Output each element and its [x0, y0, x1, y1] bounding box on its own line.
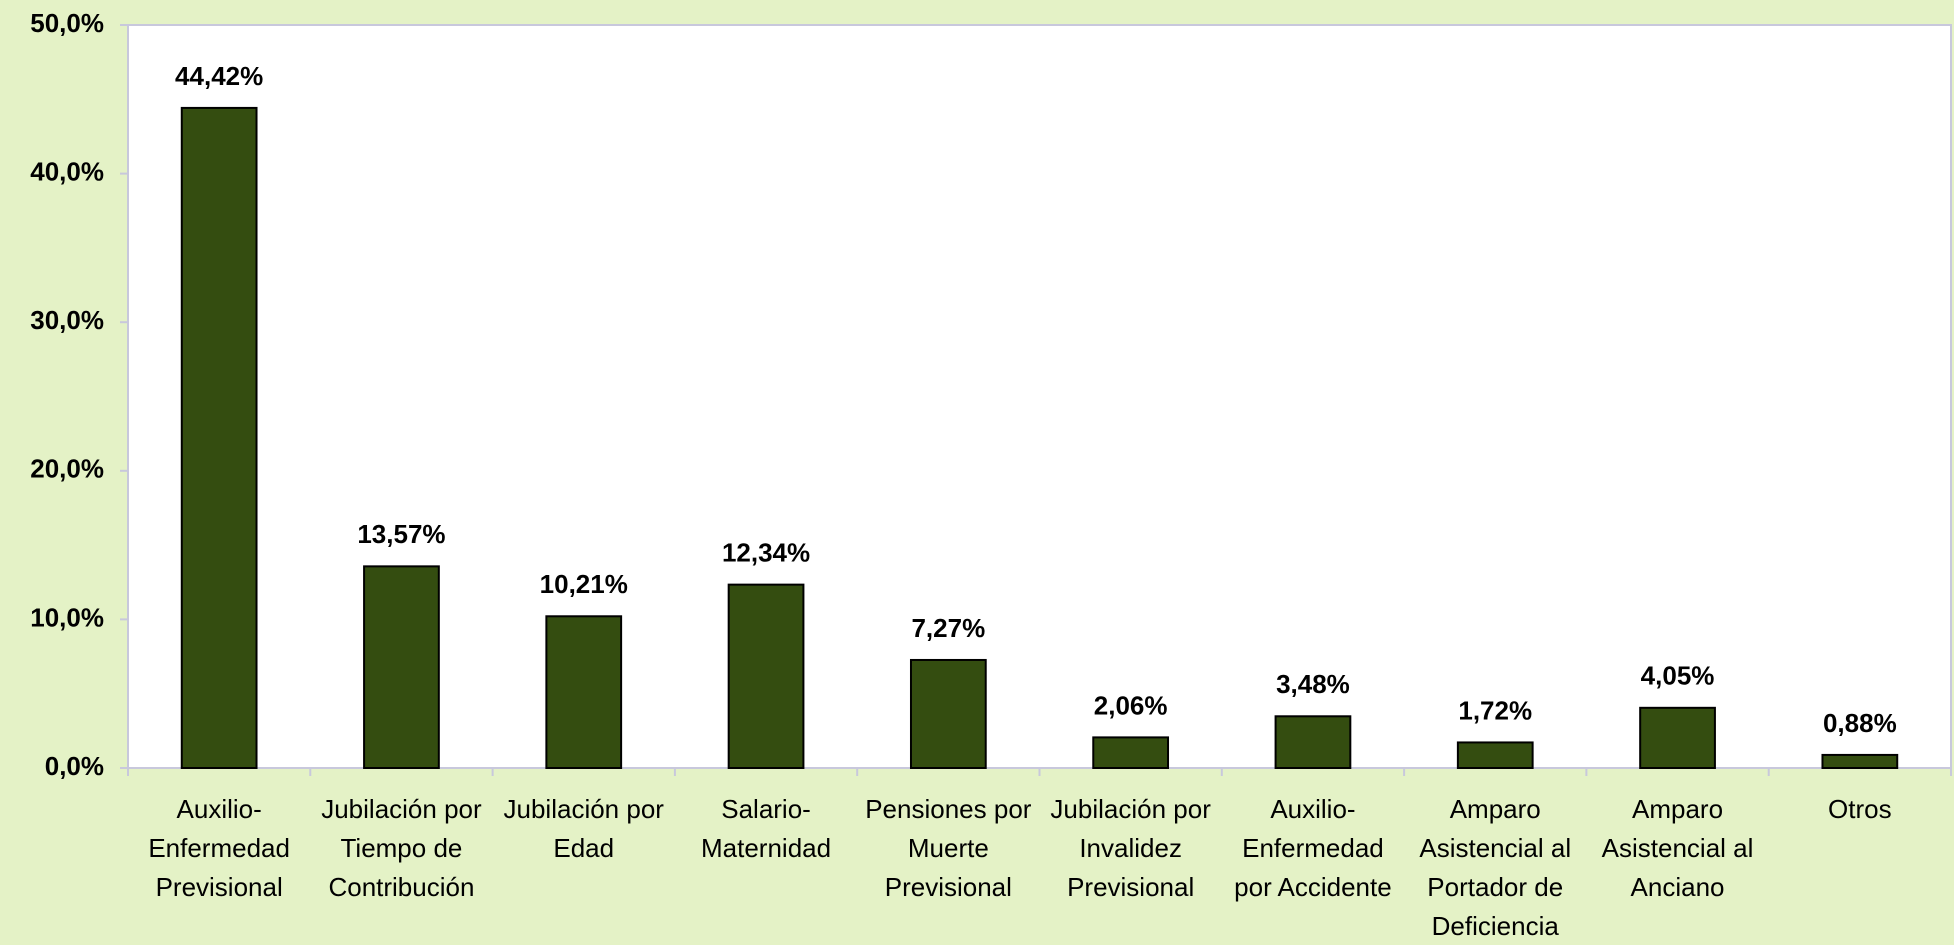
x-tick-label: Jubilación por Edad: [503, 794, 664, 863]
x-tick-label: Pensiones por Muerte Previsional: [865, 794, 1032, 902]
bar: [180, 106, 258, 769]
x-tick-label: Otros: [1828, 794, 1892, 824]
x-tick-label: Jubilación por Invalidez Previsional: [1050, 794, 1211, 902]
y-tick-label: 20,0%: [30, 454, 104, 484]
value-label: 0,88%: [1823, 708, 1897, 738]
y-tick-label: 30,0%: [30, 305, 104, 335]
value-label: 44,42%: [175, 61, 263, 91]
x-tick-label: Salario-Maternidad: [701, 794, 832, 863]
bar: [1821, 753, 1899, 770]
value-label: 3,48%: [1276, 669, 1350, 699]
y-tick-label: 0,0%: [45, 751, 104, 781]
bar: [1274, 715, 1352, 769]
value-label: 13,57%: [357, 519, 445, 549]
bar: [909, 658, 987, 769]
bar: [545, 615, 623, 770]
value-label: 4,05%: [1641, 661, 1715, 691]
value-label: 1,72%: [1458, 695, 1532, 725]
bar: [1639, 706, 1716, 770]
y-tick-label: 10,0%: [30, 602, 104, 632]
value-label: 7,27%: [911, 613, 985, 643]
x-tick-label: Amparo Asistencial al Portador de Defici…: [1419, 794, 1572, 941]
value-label: 2,06%: [1094, 690, 1168, 720]
x-tick-label: Amparo Asistencial al Anciano: [1601, 794, 1754, 902]
bar: [727, 583, 805, 770]
x-tick-label: Jubilación por Tiempo de Contribución: [321, 794, 482, 902]
value-label: 12,34%: [722, 538, 810, 568]
x-tick-label: Auxilio-Enfermedad Previsional: [148, 794, 290, 902]
y-tick-label: 50,0%: [30, 8, 104, 38]
y-tick-label: 40,0%: [30, 156, 104, 186]
x-tick-label: Auxilio-Enfermedad por Accidente: [1234, 794, 1392, 902]
value-label: 10,21%: [540, 569, 628, 599]
bar: [363, 565, 440, 769]
bar: [1456, 741, 1534, 769]
bar: [1092, 736, 1170, 770]
